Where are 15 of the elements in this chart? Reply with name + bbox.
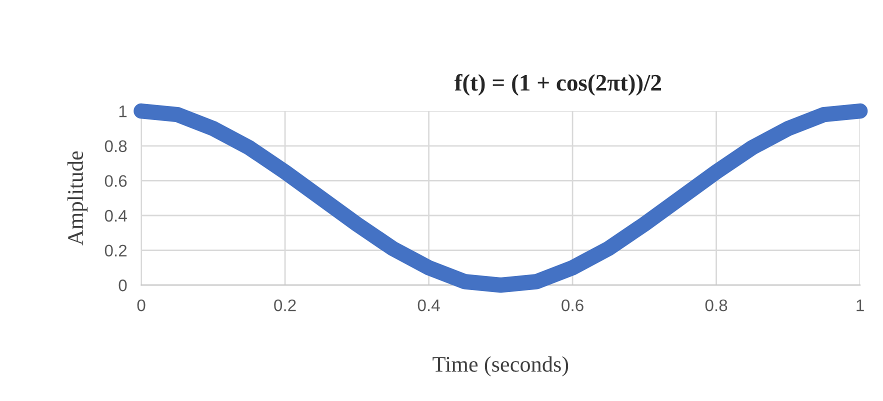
x-tick-label: 0 — [137, 299, 146, 312]
y-tick-label: 0.2 — [104, 244, 127, 257]
y-tick-label: 0.4 — [104, 210, 127, 222]
x-tick-label: 0.8 — [705, 299, 728, 312]
y-tick-label: 0.6 — [104, 175, 127, 187]
x-tick-label: 0.4 — [418, 299, 440, 312]
y-tick-label: 0 — [118, 280, 127, 292]
y-axis-title: Amplitude — [67, 151, 88, 246]
y-tick-label: 0.8 — [104, 140, 127, 152]
x-axis-title: Time (seconds) — [432, 356, 568, 376]
x-tick-label: 0.6 — [562, 299, 584, 312]
x-tick-label: 1 — [856, 300, 864, 312]
chart-title: f(t) = (1 + cos(2πt))/2 — [454, 74, 661, 96]
x-tick-label: 0.2 — [274, 299, 296, 312]
y-tick-label: 1 — [119, 106, 127, 118]
